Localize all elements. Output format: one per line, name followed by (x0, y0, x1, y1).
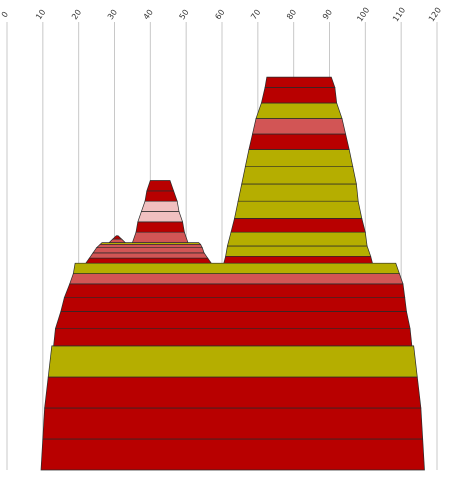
layer-band (234, 200, 363, 219)
layer-band (237, 183, 359, 202)
layer-band (99, 242, 202, 245)
layer-band (146, 180, 175, 192)
layer-band (248, 133, 350, 150)
layer-band (135, 221, 185, 233)
x-tick-label: 90 (321, 8, 334, 22)
plot-area (40, 76, 425, 471)
x-axis-ticks: 0 10 20 30 40 50 60 70 80 90 100 110 120 (0, 6, 443, 24)
layer-band (69, 273, 404, 285)
structure (131, 180, 189, 243)
layer-band (60, 297, 407, 312)
layer-band (241, 166, 357, 185)
layer-band (140, 200, 180, 212)
x-tick-label: 60 (213, 8, 226, 22)
x-tick-label: 80 (285, 8, 298, 22)
layer-band (111, 235, 123, 240)
layer-band (53, 328, 413, 347)
x-tick-label: 0 (0, 10, 10, 19)
layer-band (85, 257, 212, 264)
x-tick-label: 100 (355, 6, 371, 24)
x-tick-label: 70 (249, 8, 262, 22)
x-tick-label: 40 (142, 8, 155, 22)
x-tick-label: 110 (391, 6, 407, 24)
x-tick-label: 20 (70, 8, 83, 22)
layer-band (40, 438, 425, 471)
layer-band (88, 252, 209, 259)
x-tick-label: 10 (34, 8, 47, 22)
layer-band (264, 76, 336, 88)
layer-band (144, 190, 178, 202)
layer-band (223, 255, 373, 264)
structure (85, 242, 212, 264)
layer-band (63, 283, 406, 299)
layer-band (47, 345, 418, 378)
layer-band (225, 245, 372, 257)
layer-band (260, 87, 338, 104)
layer-band (44, 376, 422, 409)
structure (223, 76, 373, 264)
layer-band (131, 231, 189, 243)
layer-band (252, 118, 347, 135)
structure (108, 235, 127, 243)
layer-band (54, 311, 411, 330)
layer-band (255, 102, 343, 119)
x-tick-label: 120 (427, 6, 443, 24)
layer-band (230, 218, 366, 233)
layer-band (244, 149, 354, 168)
layer-band (42, 407, 424, 440)
structure (40, 262, 425, 471)
layer-band (137, 211, 184, 223)
layer-band (72, 262, 400, 274)
layer-band (95, 243, 203, 249)
layer-band (92, 247, 205, 254)
x-tick-label: 30 (106, 8, 119, 22)
layer-band (226, 231, 368, 247)
x-tick-label: 50 (178, 8, 191, 22)
layer-band (108, 238, 127, 243)
